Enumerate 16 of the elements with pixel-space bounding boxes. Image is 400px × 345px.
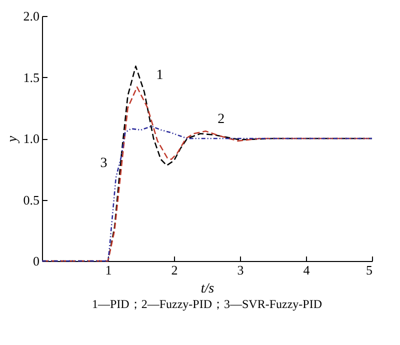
annotation: 1 (156, 68, 164, 84)
y-tick-label: 1.5 (23, 70, 40, 85)
annotation: 2 (218, 112, 225, 128)
text: 1—PID；2—Fuzzy-PID；3—SVR-Fuzzy-PID (92, 297, 322, 311)
x-tick-label: 2 (171, 262, 178, 278)
x-axis-title: t/s (200, 282, 215, 296)
x-tick-label: 1 (105, 262, 112, 278)
x-tick-label: 3 (237, 262, 244, 278)
y-tick-label: 1.0 (23, 131, 40, 146)
y-axis-title: y (5, 135, 20, 144)
annotation: 3 (100, 156, 108, 171)
x-tick-label: 5 (366, 262, 372, 278)
y-tick-label: 0 (33, 254, 40, 268)
y-tick-label: 0.5 (23, 192, 40, 208)
x-tick-label: 4 (303, 262, 310, 278)
y-tick-label: 2.0 (23, 8, 40, 24)
